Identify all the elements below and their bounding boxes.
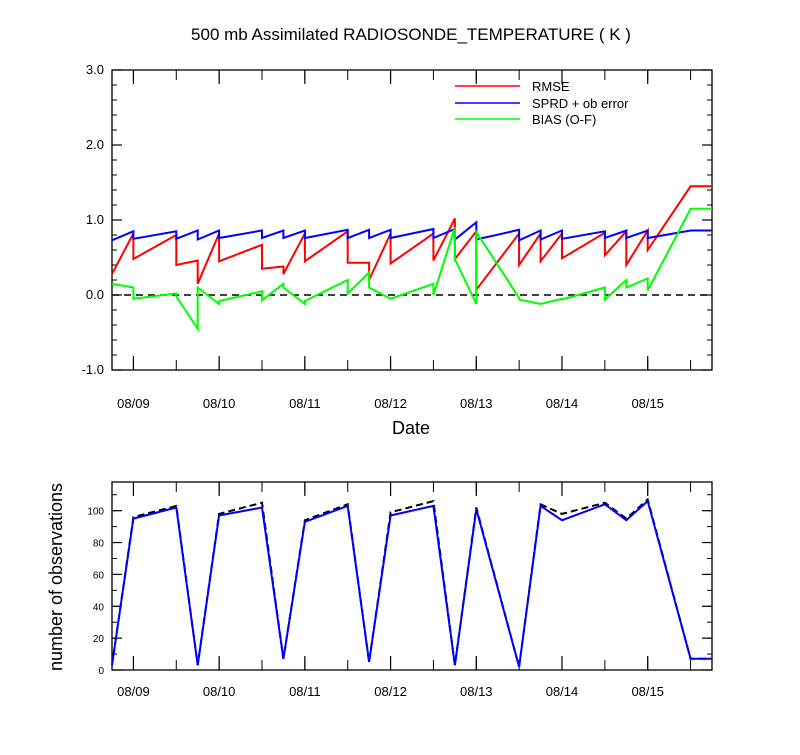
plot-frame <box>111 69 713 371</box>
x-tick-label: 08/13 <box>460 396 493 411</box>
x-tick-label: 08/09 <box>117 396 150 411</box>
x-tick-label: 08/10 <box>203 396 236 411</box>
y-tick-label: 3.0 <box>86 62 104 77</box>
series-line-2 <box>111 499 712 668</box>
y-tick-label: 0.0 <box>86 287 104 302</box>
series-line-sprd-ob-error <box>111 220 712 242</box>
y-tick-label: 100 <box>87 507 104 518</box>
x-tick-label: 08/14 <box>546 684 579 699</box>
x-tick-label: 08/11 <box>289 684 321 699</box>
x-tick-label: 08/14 <box>546 396 579 411</box>
y-tick-label: 80 <box>93 539 105 550</box>
x-tick-label: 08/12 <box>374 396 407 411</box>
x-axis-label: Date <box>392 418 430 438</box>
chart-title: 500 mb Assimilated RADIOSONDE_TEMPERATUR… <box>191 25 631 44</box>
x-tick-label: 08/09 <box>117 684 150 699</box>
legend-label: BIAS (O-F) <box>532 112 596 127</box>
x-tick-label: 08/12 <box>374 684 407 699</box>
y-tick-label: 60 <box>93 570 105 581</box>
x-tick-label: 08/15 <box>631 396 664 411</box>
x-tick-label: 08/10 <box>203 684 236 699</box>
y-axis-label: number of observations <box>46 483 66 671</box>
top-plot-area: -1.0 0.0 1.0 2.0 3.0 08/09 08/10 08/11 08/12 08/1… <box>82 62 713 411</box>
bottom-plot-area: 0 20 40 60 80 100 08/09 08/10 08/11 08/12 08/13 08/… <box>87 481 713 699</box>
x-tick-label: 08/13 <box>460 684 493 699</box>
series-line-rmse <box>111 185 712 293</box>
x-tick-label: 08/15 <box>631 684 664 699</box>
y-tick-label: 1.0 <box>86 212 104 227</box>
legend-label: SPRD + ob error <box>532 96 629 111</box>
y-tick-label: 2.0 <box>86 137 104 152</box>
plot-frame <box>111 481 713 671</box>
y-tick-label: 20 <box>93 634 105 645</box>
x-tick-label: 08/11 <box>289 396 321 411</box>
y-tick-label: -1.0 <box>82 362 104 377</box>
y-tick-label: 0 <box>98 666 104 677</box>
series-line-bias-o-f <box>111 207 712 333</box>
legend-label: RMSE <box>532 79 570 94</box>
y-tick-label: 40 <box>93 602 105 613</box>
